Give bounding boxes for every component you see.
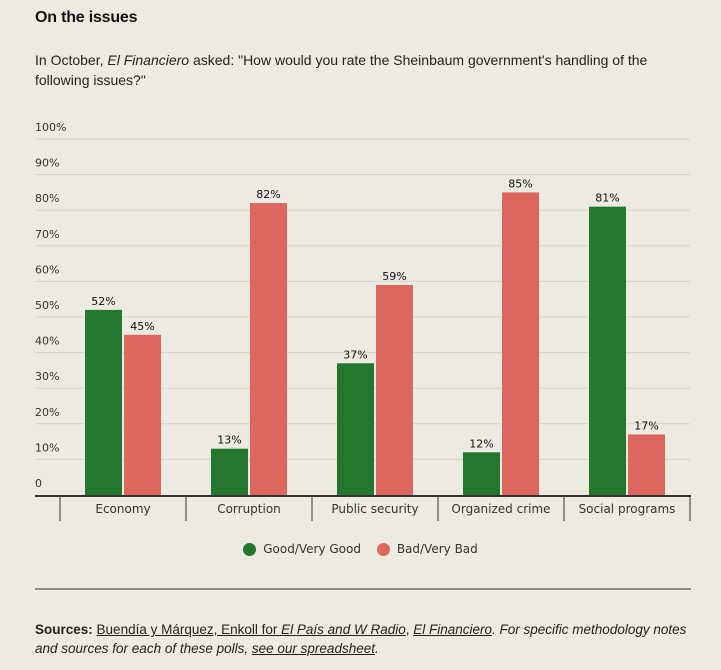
data-label: 59% — [382, 270, 406, 283]
y-tick-label: 70% — [35, 228, 59, 241]
subtitle-publication: El Financiero — [107, 52, 190, 68]
y-tick-label: 0 — [35, 477, 42, 490]
data-label: 13% — [217, 434, 241, 447]
data-label: 81% — [595, 192, 619, 205]
category-label: Corruption — [217, 502, 281, 516]
subtitle-question: asked: "How would you rate the Sheinbaum… — [35, 52, 648, 88]
sources-note: Sources: Buendía y Márquez, Enkoll for E… — [35, 620, 700, 658]
y-tick-label: 80% — [35, 192, 59, 205]
y-tick-label: 90% — [35, 157, 59, 170]
category-label: Public security — [331, 502, 418, 516]
bar-good — [589, 206, 626, 495]
spreadsheet-link[interactable]: see our spreadsheet — [252, 641, 375, 656]
category-label: Organized crime — [451, 502, 550, 516]
separator: , — [405, 622, 414, 637]
bar-good — [85, 309, 122, 495]
legend-swatch-bad — [376, 542, 390, 556]
y-tick-label: 100% — [35, 121, 66, 134]
data-label: 85% — [508, 177, 532, 190]
bar-bad — [250, 203, 287, 495]
bar-good — [337, 363, 374, 495]
source-link-el-financiero[interactable]: El Financiero — [413, 622, 492, 637]
sources-end: . — [374, 641, 379, 656]
sources-label: Sources: — [35, 622, 93, 637]
legend-label-good: Good/Very Good — [263, 542, 361, 556]
bar-bad — [502, 192, 539, 495]
spreadsheet-link-text: see our spreadsheet — [251, 641, 375, 656]
source-link-outlets: El País and W Radio — [281, 622, 406, 637]
bar-bad — [628, 434, 665, 495]
category-label: Economy — [95, 502, 150, 516]
bar-bad — [376, 284, 413, 495]
data-label: 12% — [469, 437, 493, 450]
data-label: 17% — [634, 419, 658, 432]
y-tick-label: 30% — [35, 370, 59, 383]
legend: Good/Very Good Bad/Very Bad — [0, 542, 721, 559]
data-label: 82% — [256, 188, 280, 201]
y-tick-label: 50% — [35, 299, 59, 312]
source-link-el-financiero-text: El Financiero — [413, 622, 493, 637]
y-tick-label: 60% — [35, 263, 59, 276]
chart-subtitle: In October, El Financiero asked: "How wo… — [35, 50, 695, 90]
data-label: 52% — [91, 295, 115, 308]
legend-label-bad: Bad/Very Bad — [396, 542, 478, 556]
data-label: 45% — [130, 320, 154, 333]
legend-item-good[interactable]: Good/Very Good — [243, 542, 361, 556]
y-tick-label: 40% — [35, 335, 59, 348]
divider — [35, 588, 691, 590]
subtitle-text: In October, — [35, 52, 108, 68]
y-tick-label: 10% — [35, 441, 59, 454]
source-link-text: Buendía y Márquez, Enkoll for — [96, 622, 282, 637]
data-label: 37% — [343, 348, 367, 361]
bar-bad — [124, 334, 161, 495]
category-label: Social programs — [579, 502, 676, 516]
source-link-buendia-enkoll[interactable]: Buendía y Márquez, Enkoll for El País an… — [97, 622, 406, 637]
bar-good — [211, 448, 248, 495]
methodology-note: . For specific methodology notes and sou… — [35, 622, 687, 656]
bar-chart: 0 10% 20% 30% 40% 50% 60% 70% 80% 90% 100% 52% 45% Ec… — [35, 121, 691, 521]
y-tick-label: 20% — [35, 406, 59, 419]
legend-swatch-good — [243, 542, 257, 556]
legend-item-bad[interactable]: Bad/Very Bad — [376, 542, 478, 556]
chart-title: On the issues — [35, 9, 138, 26]
bar-good — [463, 452, 500, 495]
